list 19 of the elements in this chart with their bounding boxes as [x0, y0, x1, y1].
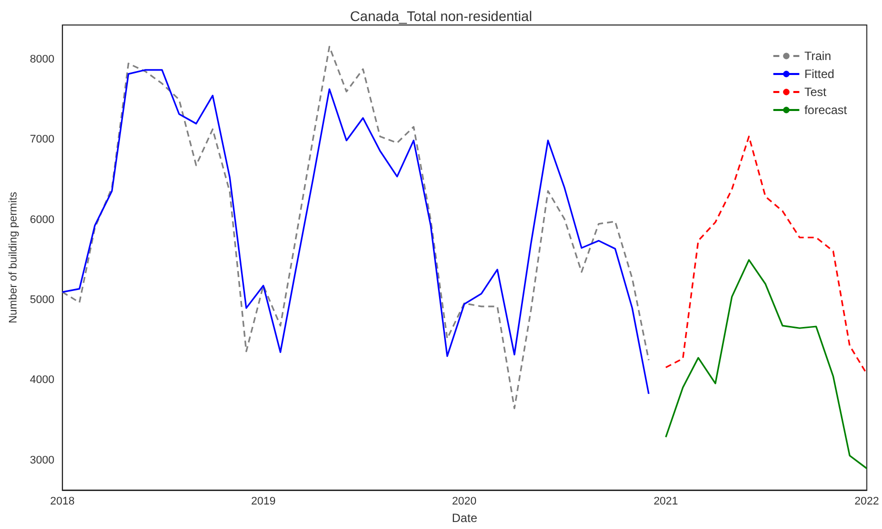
chart-title: Canada_Total non-residential: [350, 8, 532, 24]
x-tick-label: 2019: [251, 496, 276, 508]
x-tick-label: 2018: [50, 496, 75, 508]
y-tick-label: 5000: [30, 294, 54, 306]
x-axis-title: Date: [452, 511, 478, 525]
legend-label: forecast: [804, 103, 848, 117]
line-series: [665, 259, 868, 470]
y-axis-title: Number of building permits: [8, 191, 20, 324]
x-tick-label: 2021: [654, 496, 678, 508]
y-tick-label: 3000: [30, 454, 54, 466]
legend-label: Test: [804, 85, 827, 99]
legend-label: Train: [804, 49, 832, 63]
x-tick-label: 2022: [854, 496, 880, 508]
y-tick-label: 4000: [30, 374, 54, 386]
y-tick-label: 8000: [30, 53, 54, 66]
y-tick-label: 7000: [30, 134, 54, 146]
x-tick-label: 2020: [452, 496, 477, 508]
y-tick-label: 6000: [30, 214, 54, 226]
legend-label: Fitted: [804, 67, 834, 81]
